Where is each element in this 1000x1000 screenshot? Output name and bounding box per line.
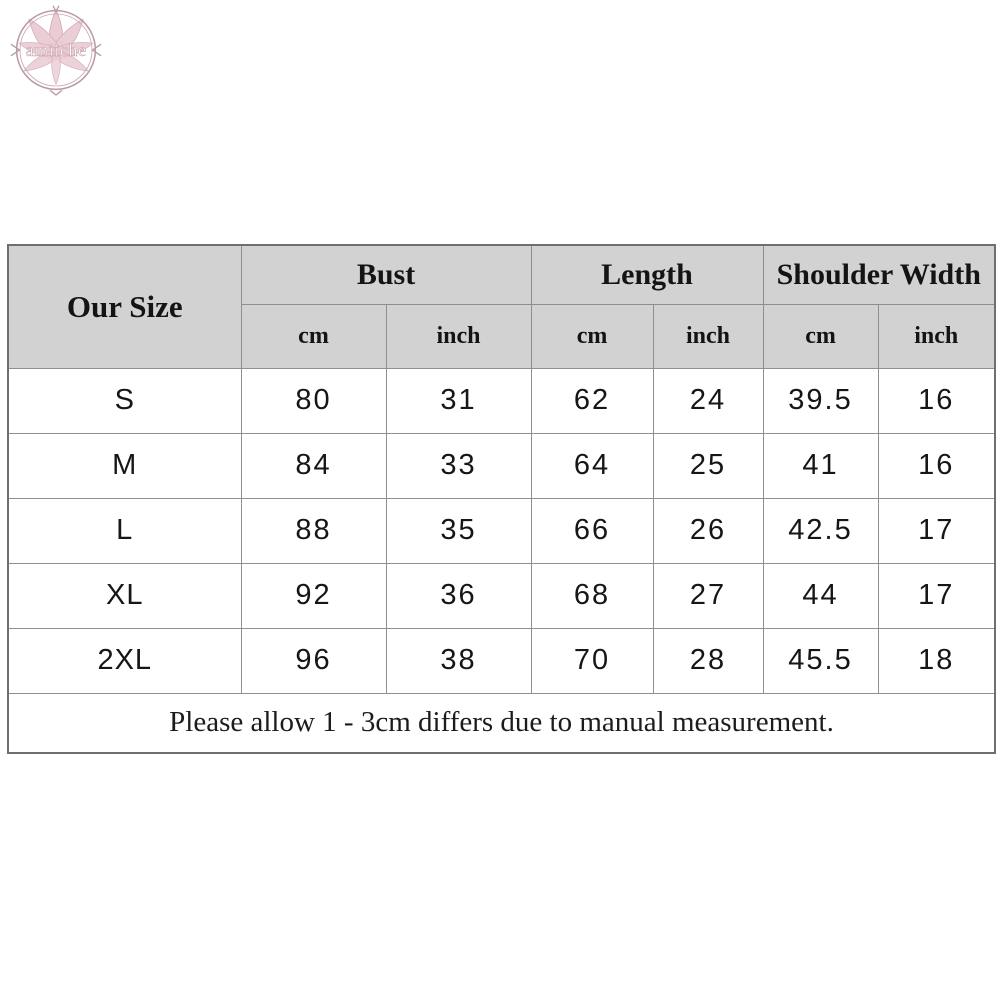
length-inch-cell: 27: [652, 562, 764, 629]
length-cm-cell: 70: [530, 627, 654, 694]
shoulder-inch-header: inch: [877, 303, 996, 369]
bust-inch-cell: 36: [385, 562, 532, 629]
length-header: Length: [530, 244, 764, 305]
shoulder-inch-cell: 18: [877, 627, 996, 694]
bust-inch-cell: 33: [385, 432, 532, 499]
shoulder-cm-cell: 39.5: [762, 367, 879, 434]
length-inch-cell: 26: [652, 497, 764, 564]
note-row: Please allow 1 - 3cm differs due to manu…: [7, 692, 996, 754]
bust-inch-cell: 31: [385, 367, 532, 434]
length-cm-cell: 66: [530, 497, 654, 564]
flower-logo-icon: amiiche: [10, 5, 102, 96]
bust-cm-cell: 88: [240, 497, 387, 564]
size-cell: M: [7, 432, 242, 499]
brand-logo: amiiche: [8, 2, 104, 98]
size-cell: XL: [7, 562, 242, 629]
bust-inch-cell: 38: [385, 627, 532, 694]
bust-cm-cell: 92: [240, 562, 387, 629]
shoulder-cm-cell: 41: [762, 432, 879, 499]
shoulder-cm-header: cm: [762, 303, 879, 369]
size-cell: L: [7, 497, 242, 564]
bust-cm-cell: 80: [240, 367, 387, 434]
bust-inch-cell: 35: [385, 497, 532, 564]
size-chart-table: Our Size Bust Length Shoulder Width cm i…: [7, 244, 997, 754]
size-cell: 2XL: [7, 627, 242, 694]
shoulder-inch-cell: 16: [877, 432, 996, 499]
length-inch-cell: 25: [652, 432, 764, 499]
table-row-l: L 88 35 66 26 42.5 17: [7, 497, 996, 564]
header-group-row: Our Size Bust Length Shoulder Width: [7, 244, 996, 369]
flower-petals: [18, 9, 94, 85]
header-unit-row: cm inch cm inch cm inch: [8, 303, 996, 369]
shoulder-inch-cell: 17: [877, 497, 996, 564]
bust-inch-header: inch: [385, 303, 532, 369]
length-inch-cell: 28: [652, 627, 764, 694]
table-row-s: S 80 31 62 24 39.5 16: [7, 367, 996, 434]
bust-cm-header: cm: [240, 303, 387, 369]
shoulder-inch-cell: 17: [877, 562, 996, 629]
bust-cm-cell: 96: [240, 627, 387, 694]
shoulder-width-header: Shoulder Width: [762, 244, 996, 305]
table-row-m: M 84 33 64 25 41 16: [7, 432, 996, 499]
shoulder-cm-cell: 42.5: [762, 497, 879, 564]
table-row-2xl: 2XL 96 38 70 28 45.5 18: [7, 627, 996, 694]
length-cm-header: cm: [530, 303, 654, 369]
logo-ornaments: [10, 5, 102, 96]
length-inch-header: inch: [652, 303, 764, 369]
shoulder-cm-cell: 44: [762, 562, 879, 629]
bust-cm-cell: 84: [240, 432, 387, 499]
shoulder-cm-cell: 45.5: [762, 627, 879, 694]
measurement-note: Please allow 1 - 3cm differs due to manu…: [7, 692, 996, 754]
table-row-xl: XL 92 36 68 27 44 17: [7, 562, 996, 629]
size-cell: S: [7, 367, 242, 434]
length-cm-cell: 68: [530, 562, 654, 629]
our-size-header: Our Size: [7, 244, 242, 369]
length-inch-cell: 24: [652, 367, 764, 434]
length-cm-cell: 64: [530, 432, 654, 499]
shoulder-inch-cell: 16: [877, 367, 996, 434]
bust-header: Bust: [240, 244, 532, 305]
length-cm-cell: 62: [530, 367, 654, 434]
brand-text: amiiche: [25, 40, 86, 60]
